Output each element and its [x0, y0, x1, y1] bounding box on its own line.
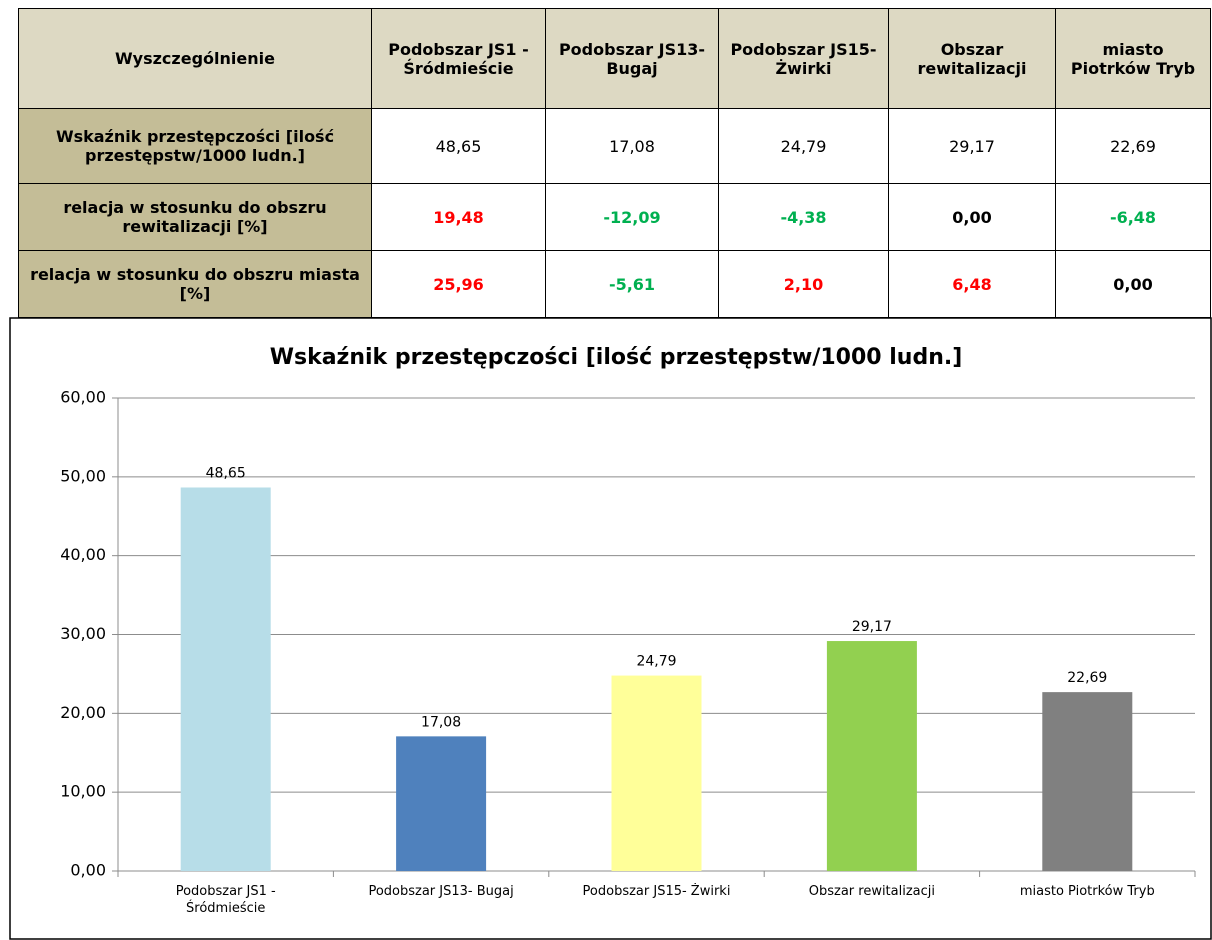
value-cell: -5,61 — [545, 250, 719, 318]
data-label: 17,08 — [421, 714, 461, 730]
data-label: 22,69 — [1067, 670, 1107, 686]
value-cell: 2,10 — [718, 250, 889, 318]
x-tick-label: Podobszar JS13- Bugaj — [368, 884, 514, 899]
y-tick-label: 30,00 — [60, 624, 106, 643]
data-label: 24,79 — [636, 654, 676, 670]
bar — [180, 487, 271, 871]
bar — [611, 675, 702, 871]
row-label: Wskaźnik przestępczości [ilość przestęps… — [18, 108, 372, 184]
x-tick-label: Podobszar JS15- Żwirki — [582, 884, 731, 899]
value-cell: 24,79 — [718, 108, 889, 184]
y-tick-label: 20,00 — [60, 703, 106, 722]
value-cell: 19,48 — [371, 183, 546, 251]
x-tick-label-box: Obszar rewitalizacji — [808, 884, 936, 899]
y-tick-label: 40,00 — [60, 545, 106, 564]
bar — [1042, 692, 1133, 871]
x-tick-label: Podobszar JS1 - Śródmieście — [175, 884, 276, 916]
header-cell: miasto Piotrków Tryb — [1055, 8, 1211, 109]
row-label: relacja w stosunku do obszru miasta [%] — [18, 250, 372, 318]
table-row: relacja w stosunku do obszru miasta [%] 2… — [18, 250, 1211, 318]
value-cell: 17,08 — [545, 108, 719, 184]
table-row: relacja w stosunku do obszru rewitalizac… — [18, 183, 1211, 251]
value-cell: -6,48 — [1055, 183, 1211, 251]
value-cell: 6,48 — [888, 250, 1056, 318]
value-cell: 25,96 — [371, 250, 546, 318]
table-row: Wskaźnik przestępczości [ilość przestęps… — [18, 108, 1211, 184]
header-cell: Wyszczególnienie — [18, 8, 372, 109]
header-cell: Podobszar JS13- Bugaj — [545, 8, 719, 109]
x-tick-label-box: Podobszar JS13- Bugaj — [368, 884, 514, 899]
header-cell: Podobszar JS15- Żwirki — [718, 8, 889, 109]
bar — [396, 736, 487, 871]
x-tick-label-box: Podobszar JS15- Żwirki — [582, 884, 731, 899]
value-cell: -4,38 — [718, 183, 889, 251]
value-cell: -12,09 — [545, 183, 719, 251]
value-cell: 0,00 — [888, 183, 1056, 251]
data-table: Wyszczególnienie Podobszar JS1 - Śródmieś… — [18, 8, 1211, 318]
value-cell: 22,69 — [1055, 108, 1211, 184]
header-cell: Obszar rewitalizacji — [888, 8, 1056, 109]
x-tick-label: miasto Piotrków Tryb — [1019, 884, 1155, 899]
chart-title: Wskaźnik przestępczości [ilość przestęps… — [270, 345, 963, 370]
y-tick-label: 50,00 — [60, 466, 106, 485]
y-tick-label: 10,00 — [60, 782, 106, 801]
x-tick-label-box: Podobszar JS1 - Śródmieście — [175, 884, 276, 916]
value-cell: 48,65 — [371, 108, 546, 184]
data-label: 48,65 — [206, 465, 246, 481]
bar — [826, 641, 917, 871]
value-cell: 29,17 — [888, 108, 1056, 184]
x-tick-label: Obszar rewitalizacji — [808, 884, 936, 899]
y-tick-label: 60,00 — [60, 388, 106, 407]
row-label: relacja w stosunku do obszru rewitalizac… — [18, 183, 372, 251]
x-tick-label-box: miasto Piotrków Tryb — [1019, 884, 1155, 899]
data-label: 29,17 — [852, 619, 892, 635]
y-tick-label: 0,00 — [70, 861, 106, 880]
value-cell: 0,00 — [1055, 250, 1211, 318]
header-row: Wyszczególnienie Podobszar JS1 - Śródmieś… — [18, 8, 1211, 109]
header-cell: Podobszar JS1 - Śródmieście — [371, 8, 546, 109]
